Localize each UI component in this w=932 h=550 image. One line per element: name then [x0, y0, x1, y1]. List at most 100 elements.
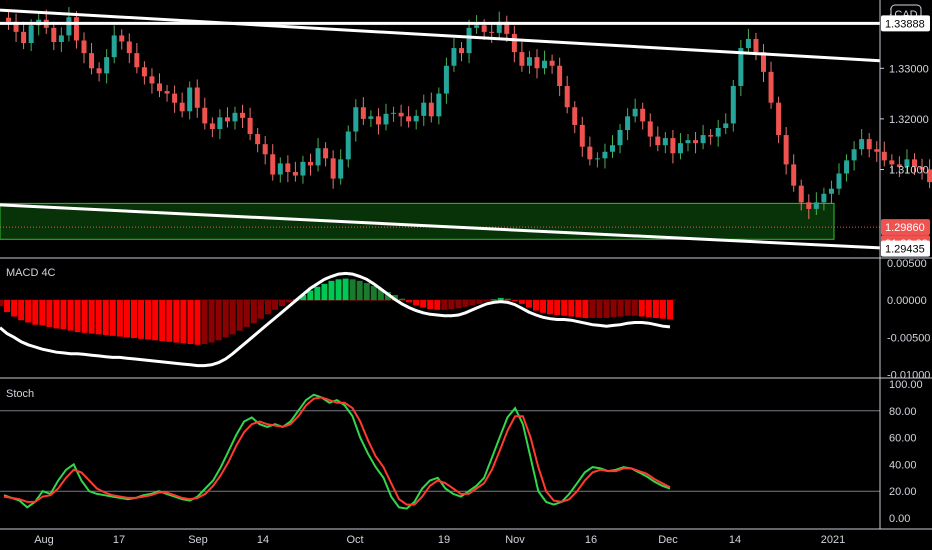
trendline-lower[interactable]	[0, 203, 881, 250]
macd-histogram-bar	[321, 283, 328, 301]
candle-body	[398, 112, 404, 117]
price-badge: 1.29435	[881, 240, 930, 257]
price-badge-label: 1.29435	[885, 244, 925, 256]
candle-body	[715, 127, 721, 137]
time-tick-label: Dec	[658, 534, 678, 546]
candle-body	[466, 27, 472, 54]
candle-body	[534, 57, 540, 69]
candle-body	[141, 67, 147, 77]
stoch-pane[interactable]: Stoch	[0, 388, 880, 510]
macd-histogram-bar	[286, 300, 293, 303]
macd-line	[0, 271, 671, 368]
macd-histogram-bar	[406, 300, 413, 303]
candle-body	[66, 17, 72, 36]
price-axis[interactable]: 1.33000 1.32000 1.31000	[880, 63, 929, 176]
macd-histogram-bar	[131, 300, 137, 339]
candle-body	[28, 25, 34, 43]
trendlines[interactable]	[0, 8, 881, 250]
macd-histogram-bar	[455, 300, 462, 309]
candle-body	[617, 130, 623, 146]
macd-histogram-bar	[39, 300, 46, 326]
macd-histogram-bar	[370, 286, 377, 301]
candle-body	[821, 193, 827, 203]
macd-histogram-bar	[363, 283, 370, 301]
stoch-tick-label: 0.00	[889, 513, 910, 525]
candle-body	[919, 166, 925, 170]
candle-body	[700, 135, 706, 144]
time-axis[interactable]: Aug 17 Sep 14 Oct 19 Nov 16 Dec 14 2021	[34, 534, 845, 546]
macd-histogram-bar	[236, 300, 243, 331]
candle-body	[157, 83, 162, 92]
macd-histogram-bar	[81, 300, 88, 333]
candle-body	[587, 146, 593, 160]
macd-tick-label: -0.01000	[887, 370, 930, 382]
time-tick-label: Sep	[188, 534, 208, 546]
macd-histogram-bar	[603, 300, 610, 318]
candle-body	[708, 135, 714, 137]
candle-body	[96, 68, 102, 74]
time-tick-label: 2021	[821, 534, 845, 546]
macd-histogram-bar	[533, 300, 539, 311]
macd-histogram-bar	[349, 279, 356, 301]
candle-body	[262, 144, 268, 155]
stoch-tick-label: 40.00	[889, 459, 917, 471]
candle-body	[164, 91, 170, 94]
candle-body	[81, 40, 87, 54]
candle-body	[443, 65, 449, 94]
time-tick-label: Aug	[34, 534, 54, 546]
candle-body	[421, 102, 427, 116]
macd-histogram-bar	[342, 278, 349, 301]
stoch-axis[interactable]: 100.00 80.00 60.00 40.00 20.00 0.00	[889, 379, 923, 525]
candlesticks	[6, 7, 932, 220]
candle-body	[798, 185, 804, 203]
macd-histogram-bar	[32, 300, 39, 325]
macd-histogram-bar	[0, 300, 3, 307]
candle-body	[519, 52, 525, 66]
macd-tick-label: 0.00000	[887, 295, 927, 307]
candle-body	[572, 107, 578, 125]
macd-histogram-bar	[582, 300, 589, 318]
support-zone	[0, 202, 835, 240]
candle-body	[89, 53, 95, 69]
time-tick-label: 14	[729, 534, 741, 546]
price-pane[interactable]	[0, 7, 932, 250]
stoch-d-line	[3, 396, 671, 506]
stoch-lines	[3, 393, 671, 510]
stoch-tick-label: 80.00	[889, 406, 917, 418]
macd-tick-label: 0.00500	[887, 258, 927, 270]
macd-histogram-bar	[518, 300, 525, 304]
stoch-tick-label: 20.00	[889, 486, 917, 498]
time-tick-label: 19	[438, 534, 450, 546]
macd-pane[interactable]: MACD 4C	[0, 267, 676, 368]
macd-axis[interactable]: 0.00500 0.00000 -0.00500 -0.01000	[887, 258, 930, 382]
candle-body	[375, 116, 381, 125]
candle-body	[579, 124, 585, 147]
candle-body	[126, 41, 132, 54]
macd-histogram-bar	[180, 300, 187, 344]
candle-body	[806, 202, 812, 209]
candle-body	[111, 35, 117, 58]
candle-body	[330, 158, 336, 179]
macd-histogram-bar	[399, 298, 405, 301]
macd-histogram-bar	[490, 299, 497, 301]
candle-body	[677, 143, 683, 154]
time-tick-label: 17	[113, 534, 125, 546]
macd-histogram-bar	[229, 300, 236, 335]
candle-body	[776, 102, 782, 136]
macd-histogram-bar	[145, 300, 152, 340]
price-tick-label: 1.32000	[889, 114, 929, 126]
candle-body	[557, 65, 563, 86]
macd-histogram-bar	[4, 300, 11, 313]
candle-body	[255, 134, 261, 145]
macd-histogram-bar	[328, 280, 335, 301]
candle-body	[564, 86, 570, 108]
macd-histogram-bar	[138, 300, 145, 339]
trendline-upper[interactable]	[0, 8, 881, 63]
candle-body	[594, 158, 600, 160]
price-badge-label: 1.29860	[885, 222, 925, 234]
candle-body	[383, 113, 389, 125]
candle-body	[685, 140, 691, 144]
candle-body	[874, 149, 880, 152]
macd-histogram-bar	[575, 300, 582, 318]
